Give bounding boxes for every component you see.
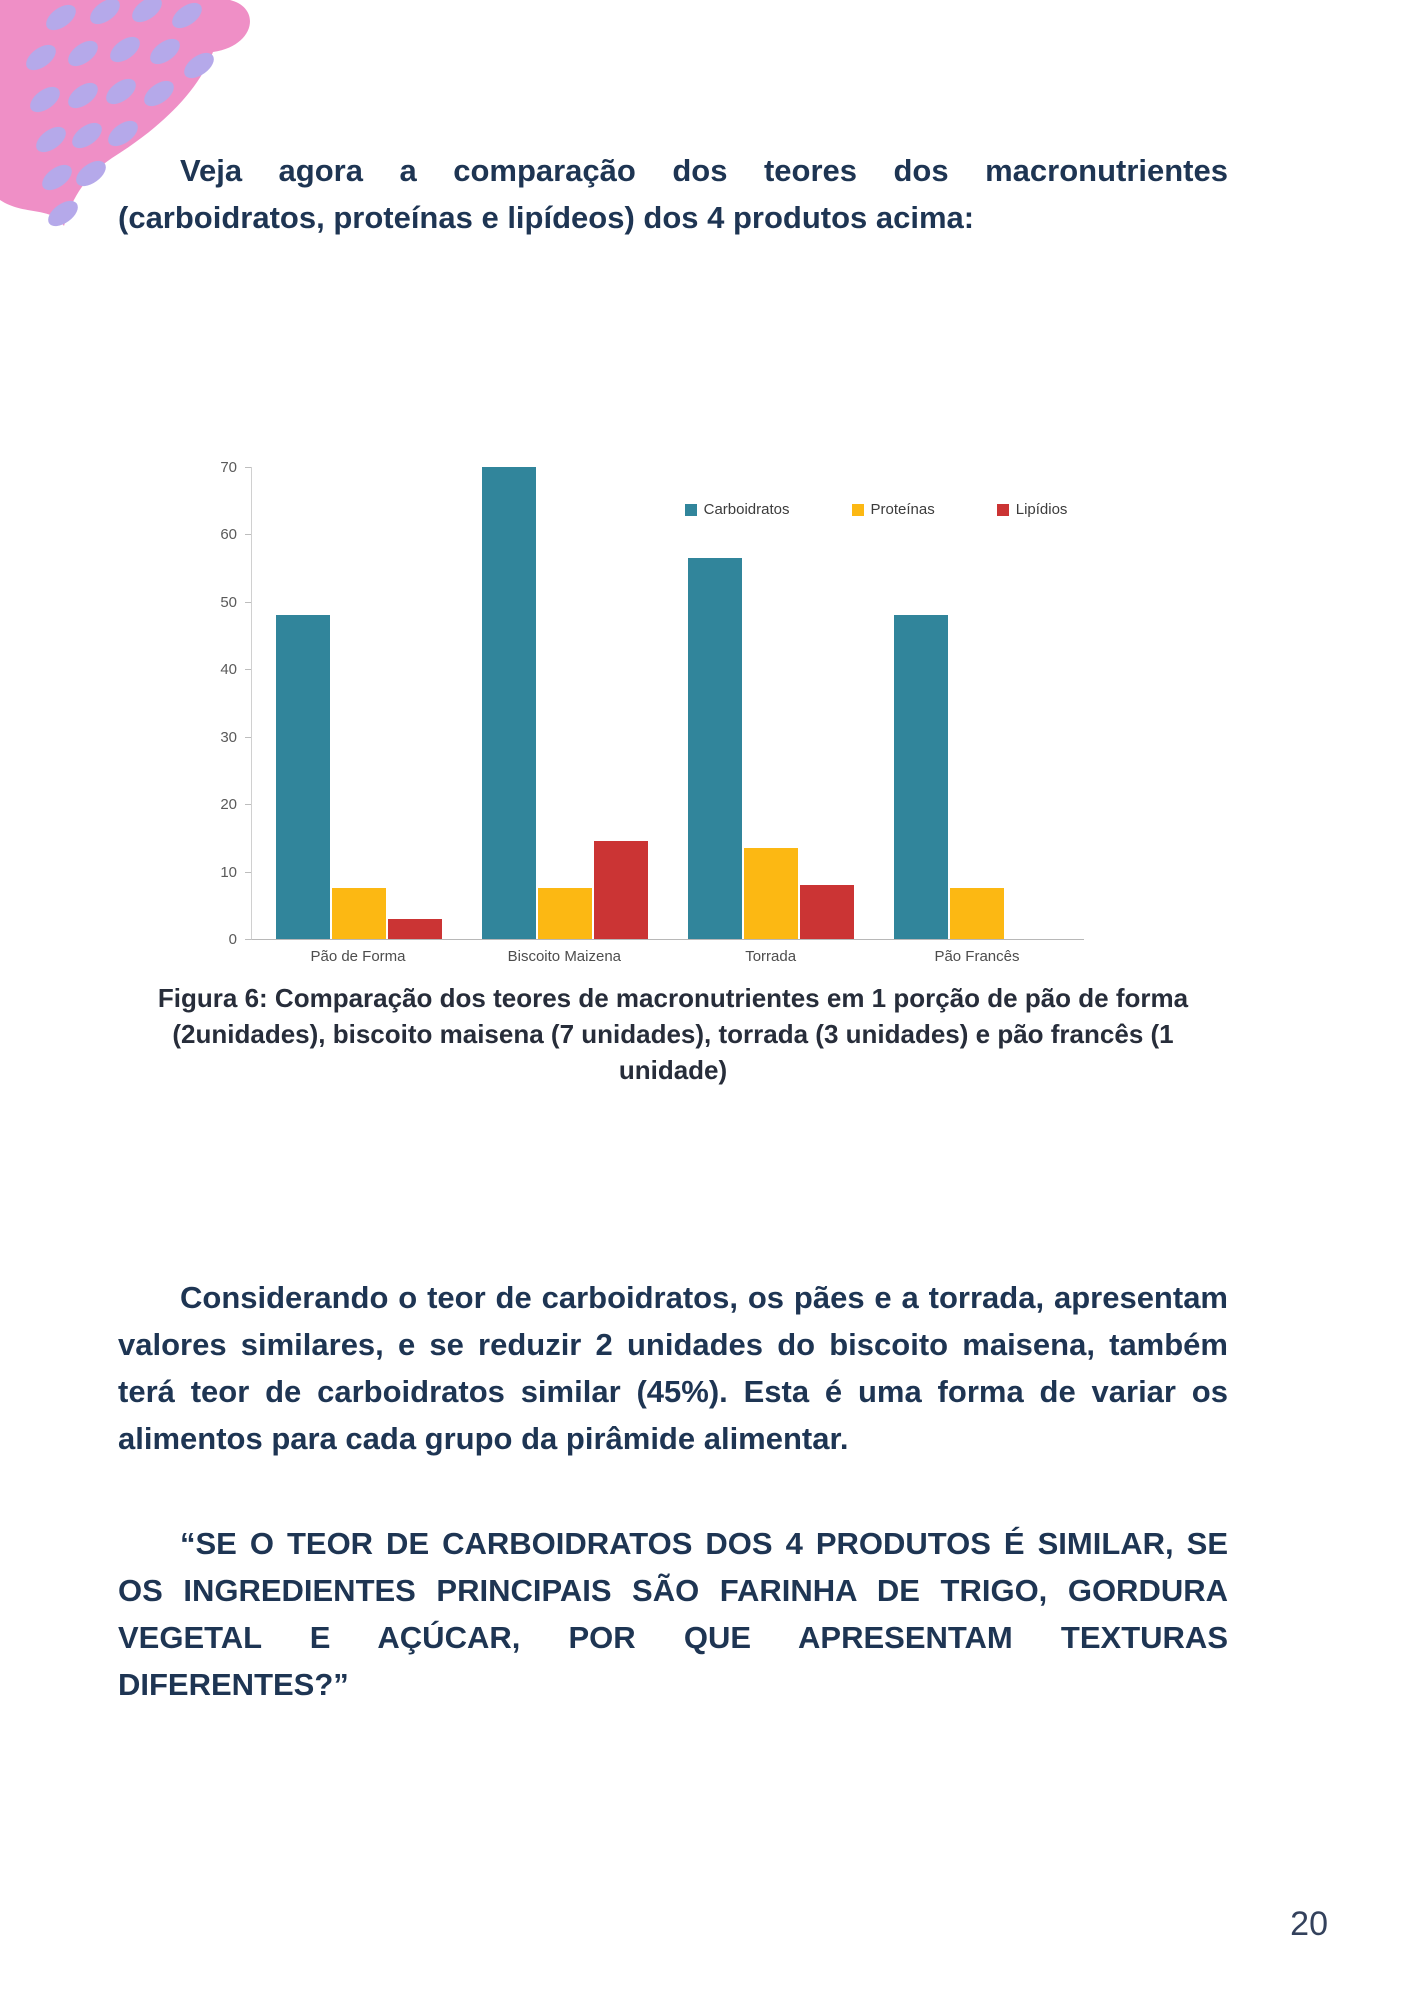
page-content: Veja agora a comparação dos teores dos m…: [118, 153, 1228, 1703]
bar-group: [894, 615, 1060, 939]
figure-caption: Figura 6: Comparação dos teores de macro…: [157, 983, 1189, 1085]
bar-lipídios: [388, 919, 442, 939]
question-paragraph: “SE O TEOR DE CARBOIDRATOS DOS 4 PRODUTO…: [118, 1526, 1228, 1703]
legend-label: Carboidratos: [703, 501, 790, 518]
y-tick-label: 40: [220, 661, 237, 679]
bar-carboidratos: [276, 615, 330, 939]
bar-carboidratos: [894, 615, 948, 939]
chart-legend: Carboidratos Proteínas Lipídios: [684, 501, 1068, 518]
y-tick-mark: [245, 601, 251, 603]
category-label: Pão Francês: [934, 948, 1020, 965]
category-label: Biscoito Maizena: [507, 948, 622, 965]
bar-carboidratos: [482, 467, 536, 939]
bar-group: [482, 467, 648, 939]
y-tick-mark: [245, 736, 251, 738]
chart-y-axis: 0 10 20 30 40 50 60 70: [183, 459, 251, 948]
y-tick-mark: [245, 804, 251, 806]
legend-swatch: [851, 503, 864, 516]
y-tick-label: 60: [220, 526, 237, 544]
chart-x-axis: Pão de Forma Biscoito Maizena Torrada Pão F…: [251, 948, 1084, 965]
legend-swatch: [684, 503, 697, 516]
chart-plot-column: Carboidratos Proteínas Lipídios Pão de For…: [251, 467, 1084, 965]
analysis-paragraph: Considerando o teor de carboidratos, os …: [118, 1279, 1228, 1456]
figure-6: 0 10 20 30 40 50 60 70 Carboidratos Proteínas Lip…: [118, 459, 1228, 1089]
bar-group: [276, 615, 442, 939]
legend-label: Proteínas: [870, 501, 935, 518]
bar-chart: 0 10 20 30 40 50 60 70 Carboidratos Proteínas Lip…: [183, 459, 1228, 965]
y-tick-mark: [245, 467, 251, 468]
intro-paragraph: Veja agora a comparação dos teores dos m…: [118, 153, 1228, 235]
y-tick-label: 50: [220, 593, 237, 611]
category-label: Pão de Forma: [310, 948, 406, 965]
category-label: Torrada: [745, 948, 797, 965]
y-tick-label: 0: [228, 931, 237, 948]
bar-group: [688, 558, 854, 939]
bar-lipídios: [800, 885, 854, 939]
decorative-blob: [0, 0, 300, 262]
y-tick-mark: [245, 669, 251, 671]
y-tick-label: 30: [220, 728, 237, 746]
bar-proteínas: [950, 888, 1004, 939]
y-tick-mark: [245, 871, 251, 873]
legend-item: Proteínas: [851, 501, 935, 518]
y-tick-mark: [245, 534, 251, 536]
legend-item: Lipídios: [996, 501, 1068, 518]
legend-swatch: [996, 503, 1009, 516]
bar-lipídios: [594, 841, 648, 939]
page-number: 20: [1290, 1905, 1328, 1943]
legend-item: Carboidratos: [684, 501, 790, 518]
bar-proteínas: [332, 888, 386, 939]
y-tick-mark: [245, 939, 251, 940]
chart-plot: Carboidratos Proteínas Lipídios: [251, 467, 1084, 940]
y-tick-label: 70: [220, 459, 237, 476]
y-tick-label: 10: [220, 863, 237, 881]
y-tick-label: 20: [220, 796, 237, 814]
bar-proteínas: [744, 848, 798, 939]
bar-proteínas: [538, 888, 592, 939]
bar-carboidratos: [688, 558, 742, 939]
legend-label: Lipídios: [1015, 501, 1068, 518]
